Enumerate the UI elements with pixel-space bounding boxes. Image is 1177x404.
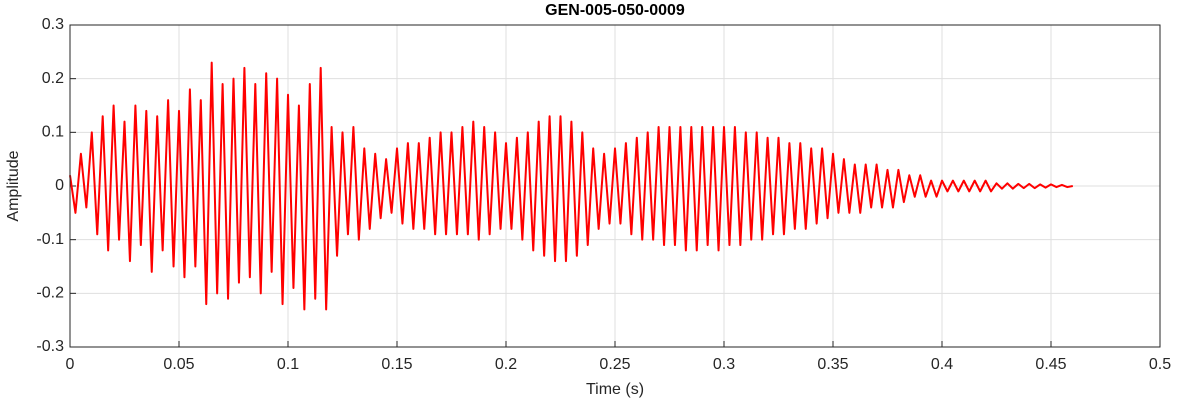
x-tick-label: 0: [66, 356, 75, 373]
x-tick-label: 0.15: [381, 356, 412, 373]
y-tick-label: -0.1: [36, 231, 64, 248]
waveform: [69, 61, 1073, 311]
y-tick-label: -0.2: [36, 285, 64, 302]
x-axis-label: Time (s): [586, 381, 644, 398]
x-tick-label: 0.5: [1149, 356, 1171, 373]
y-axis-label: Amplitude: [5, 150, 22, 221]
chart-title: GEN-005-050-0009: [545, 2, 685, 19]
x-tick-label: 0.25: [599, 356, 630, 373]
x-tick-label: 0.3: [713, 356, 735, 373]
x-tick-label: 0.05: [163, 356, 194, 373]
y-tick-label: 0: [55, 177, 64, 194]
y-tick-label: 0.3: [42, 16, 64, 33]
y-tick-label: 0.1: [42, 124, 64, 141]
x-tick-label: 0.2: [495, 356, 517, 373]
y-tick-label: 0.2: [42, 70, 64, 87]
x-tick-label: 0.45: [1035, 356, 1066, 373]
axes-box: [69, 24, 1161, 348]
x-tick-label: 0.1: [277, 356, 299, 373]
x-tick-label: 0.35: [817, 356, 848, 373]
x-tick-label: 0.4: [931, 356, 953, 373]
y-tick-label: -0.3: [36, 338, 64, 355]
